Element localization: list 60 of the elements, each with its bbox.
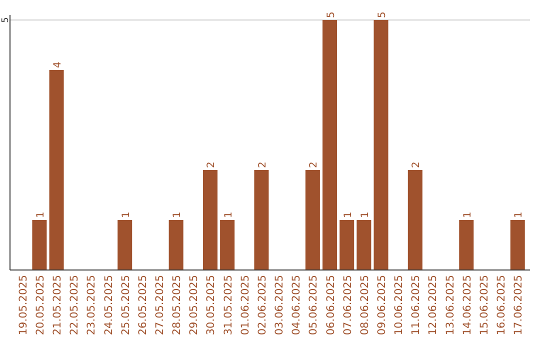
x-tick-label: 01.06.2025 [239,275,252,336]
data-label: 1 [342,212,354,218]
x-tick-label: 30.05.2025 [205,275,218,336]
x-tick-label: 14.06.2025 [461,275,474,336]
data-label: 2 [206,162,218,168]
bar [254,170,269,270]
x-tick-label: 13.06.2025 [444,275,456,336]
x-tick-label: 15.06.2025 [478,275,490,336]
data-label: 1 [35,212,46,218]
x-tick-label: 26.05.2025 [136,275,149,336]
bar [202,170,218,270]
x-tick-label: 31.05.2025 [222,275,234,336]
data-label: 1 [120,212,132,218]
x-tick-label: 03.06.2025 [274,275,286,336]
x-tick-label: 25.05.2025 [120,275,132,336]
x-tick-label: 21.05.2025 [52,275,64,336]
x-tick-label: 10.06.2025 [393,275,406,336]
x-tick-label: 12.06.2025 [427,275,440,336]
x-tick-label: 27.05.2025 [154,275,166,336]
data-label: 1 [360,212,371,218]
x-tick-label: 19.05.2025 [17,275,30,336]
x-tick-label: 08.06.2025 [358,275,371,336]
x-tick-label: 02.06.2025 [256,275,268,336]
data-label: 4 [52,62,64,68]
data-label: 1 [223,212,234,218]
bar [340,220,354,270]
x-tick-label: 16.06.2025 [496,275,508,336]
x-tick-label: 17.06.2025 [512,275,525,336]
data-label: 1 [172,212,184,218]
x-tick-label: 29.05.2025 [188,275,200,336]
bar [32,220,47,270]
bar [305,170,320,270]
x-tick-label: 22.05.2025 [68,275,81,336]
data-label: 2 [257,162,268,168]
bar [322,20,338,270]
data-label: 2 [308,162,320,168]
x-tick-label: 09.06.2025 [376,275,388,336]
x-tick-label: 06.06.2025 [324,275,337,336]
bar [408,170,422,270]
x-tick-label: 05.06.2025 [308,275,320,336]
bar [168,220,184,270]
data-label: 5 [326,12,337,18]
x-tick-label: 28.05.2025 [171,275,184,336]
data-label: 1 [462,212,474,218]
bar [118,220,132,270]
x-tick-label: 11.06.2025 [410,275,422,336]
bar [510,220,525,270]
x-tick-label: 07.06.2025 [342,275,354,336]
bar [459,220,474,270]
data-label: 2 [411,162,422,168]
bar [49,70,64,270]
bar [220,220,235,270]
data-label: 5 [377,12,388,18]
x-tick-label: 04.06.2025 [290,275,303,336]
bar [356,220,372,270]
x-tick-label: 24.05.2025 [102,275,115,336]
bar [374,20,388,270]
x-tick-label: 20.05.2025 [34,275,46,336]
x-tick-label: 23.05.2025 [86,275,98,336]
data-label: 1 [514,212,525,218]
